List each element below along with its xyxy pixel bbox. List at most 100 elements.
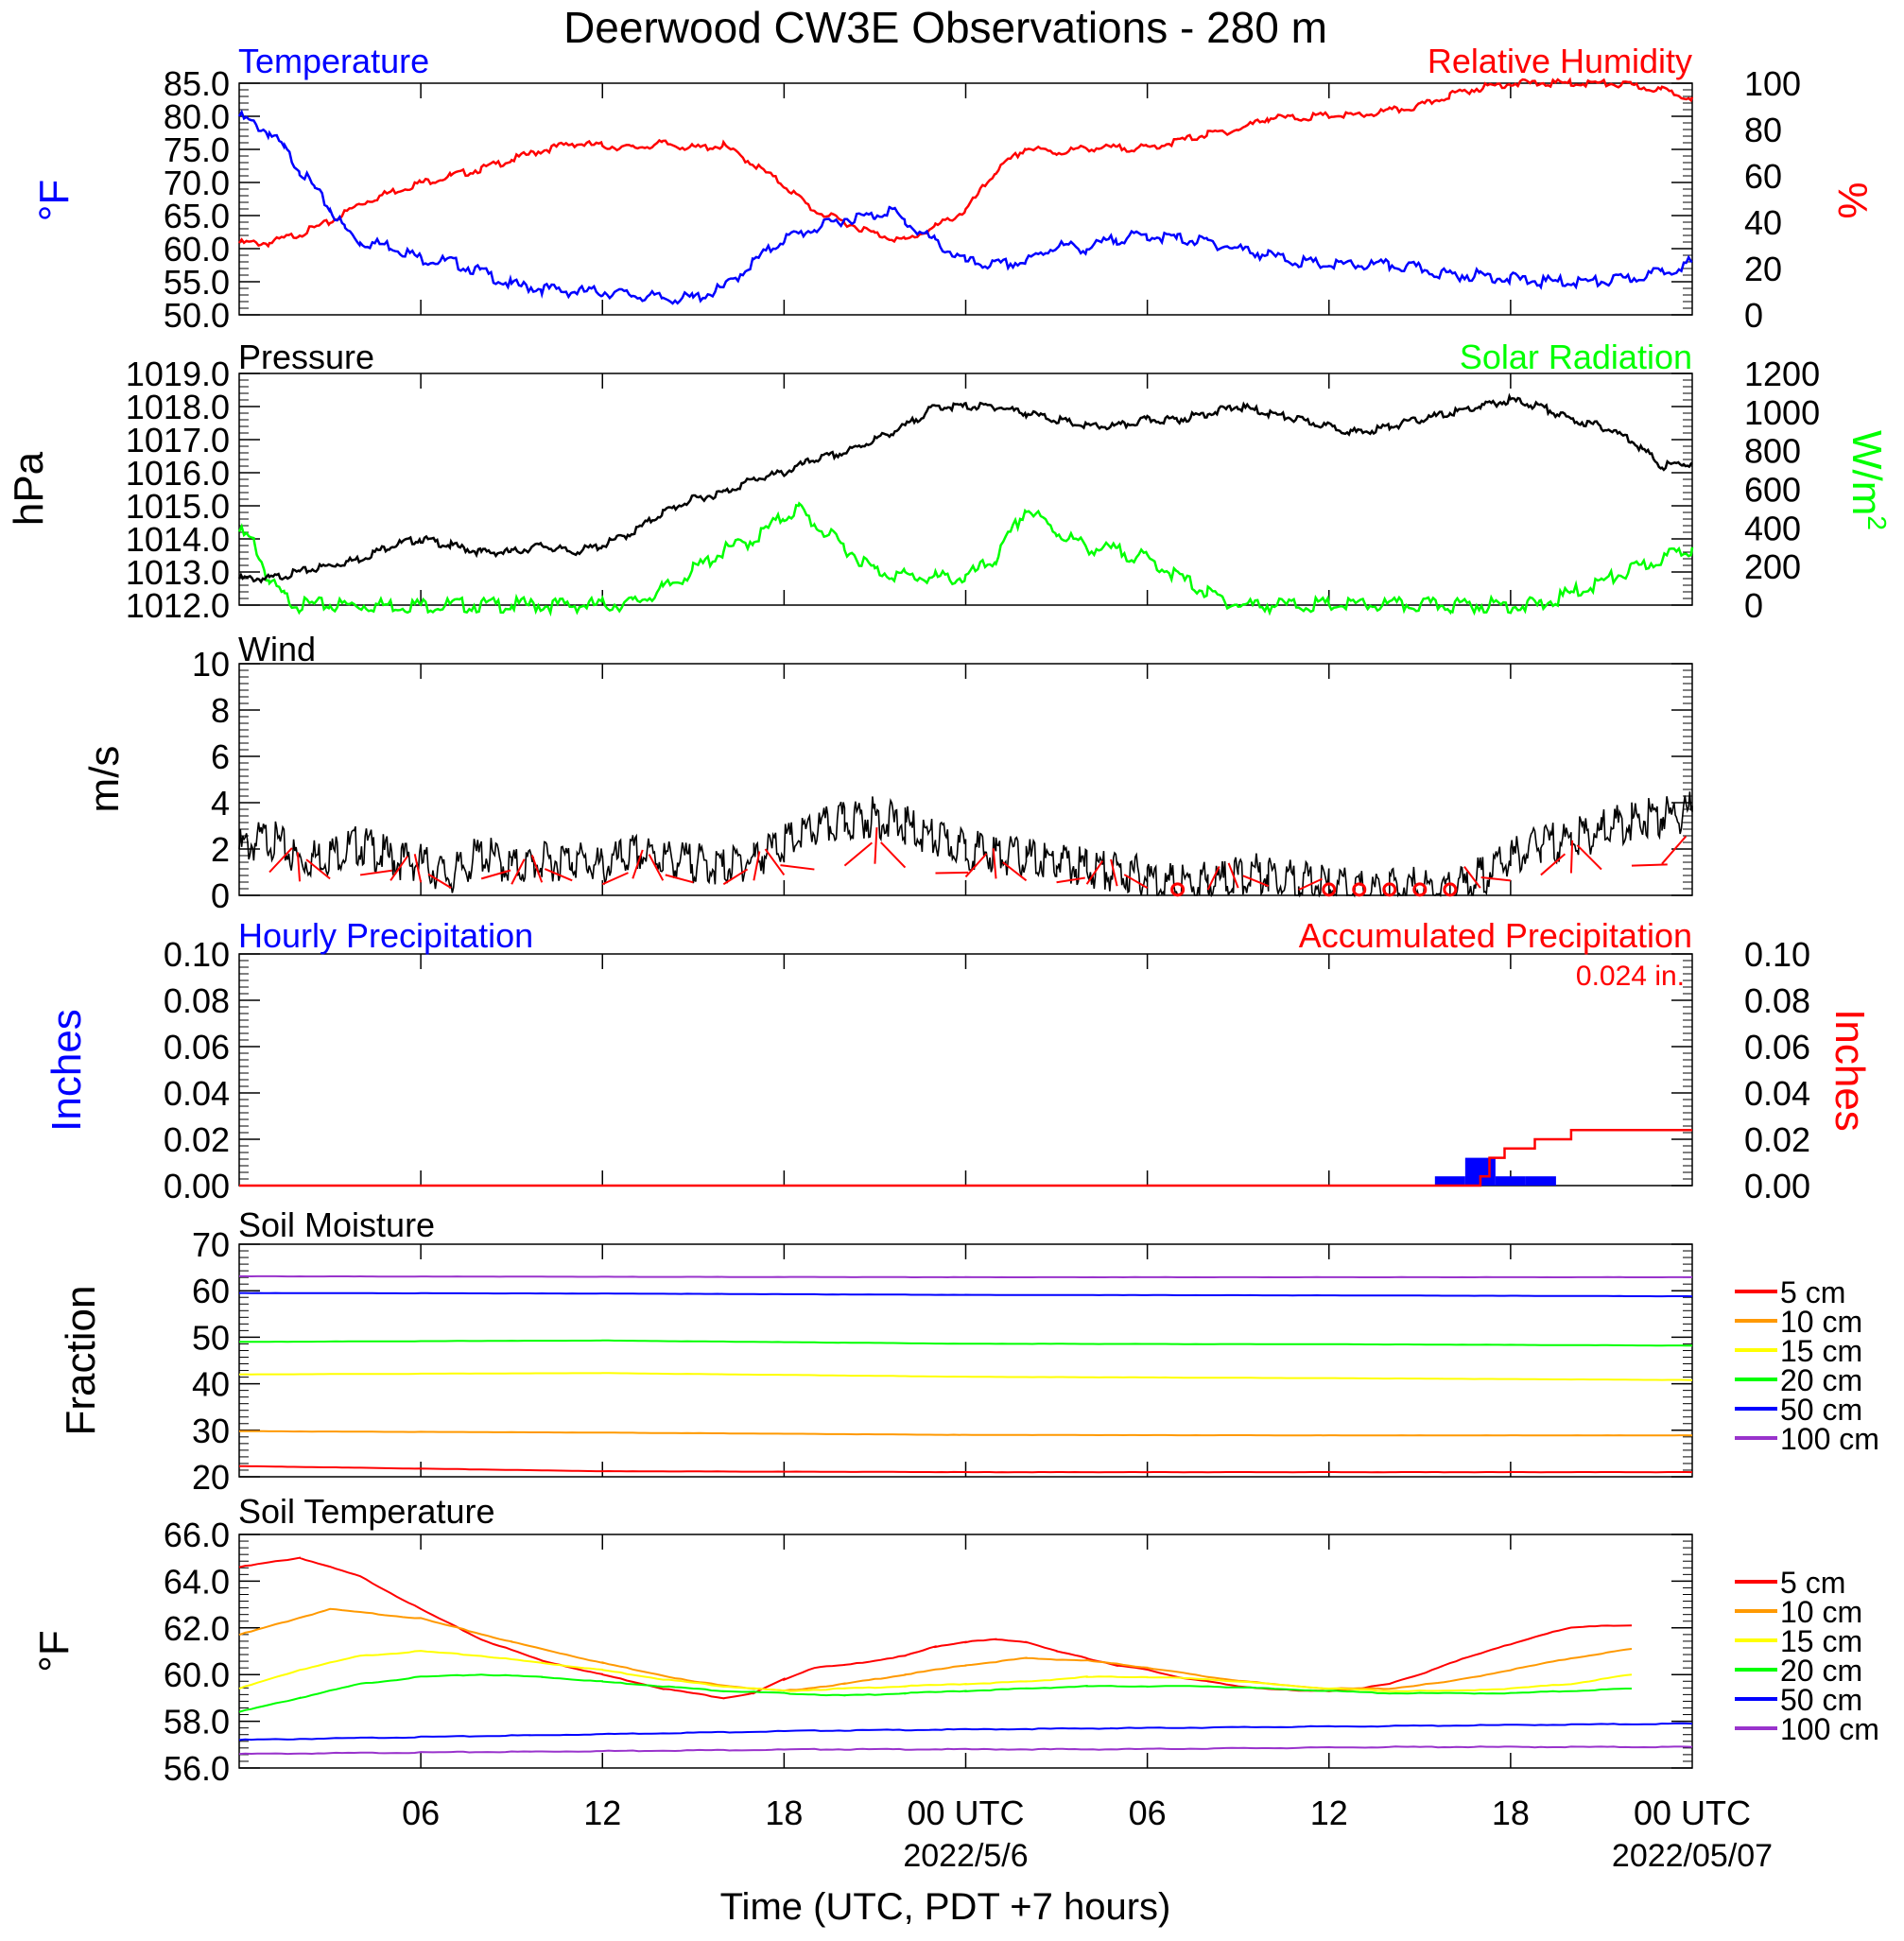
wind-direction-mark [1576, 844, 1602, 871]
wind-direction-mark [992, 848, 997, 879]
wind-direction-mark [427, 873, 452, 890]
y-tick-label: 1016.0 [126, 454, 230, 493]
y-tick-label: 1012.0 [126, 586, 230, 625]
y2-tick-label: 60 [1744, 157, 1782, 196]
solar-line [237, 501, 1694, 617]
y2-tick-label: 200 [1744, 547, 1801, 586]
soil-line-10cm [238, 1430, 1693, 1437]
x-tick-label: 18 [765, 1794, 803, 1832]
y-tick-label: 1019.0 [126, 355, 230, 393]
calm-circle [1412, 882, 1428, 897]
panel-1: 85.080.075.070.065.060.055.050.0 100 80 60 4… [31, 42, 1876, 335]
pressure-line [237, 392, 1693, 584]
y-tick-label: 20 [192, 1458, 230, 1497]
y2-tick-label: 0.08 [1744, 981, 1810, 1020]
y-tick-label: 58.0 [164, 1703, 230, 1742]
y-tick-label: 1013.0 [126, 553, 230, 592]
precip-bar [1525, 1176, 1556, 1186]
y2-tick-label: 600 [1744, 471, 1801, 510]
wind-direction-mark [296, 852, 302, 882]
x-tick-label: 12 [583, 1794, 621, 1832]
panel-2: 1019.01018.01017.01016.01015.01014.01013… [6, 338, 1892, 625]
x-axis-label: Time (UTC, PDT +7 hours) [720, 1886, 1171, 1928]
wind-direction-mark [1085, 859, 1104, 885]
calm-circle [1170, 882, 1186, 897]
x-tick-label: 00 UTC [907, 1794, 1024, 1832]
accum-precip-axis-title: Inches [1826, 1009, 1873, 1132]
legend-label: 10 cm [1780, 1595, 1862, 1629]
panel-4: 0.10 0.08 0.06 0.04 0.02 0.00 0.10 0.08 0.06 0.04… [43, 916, 1873, 1205]
legend-label: 50 cm [1780, 1393, 1862, 1427]
accum-precip-total: 0.024 in. [1576, 961, 1685, 992]
y-tick-label: 1015.0 [126, 487, 230, 526]
y2-tick-label: 40 [1744, 203, 1782, 242]
y-tick-label: 60.0 [164, 230, 230, 269]
y-tick-label: 50 [192, 1318, 230, 1357]
y-tick-label: 80.0 [164, 97, 230, 136]
wind-direction-mark [874, 827, 878, 864]
y-tick-label: 64.0 [164, 1562, 230, 1601]
y2-tick-label: 0.02 [1744, 1120, 1810, 1159]
soil-axis-title: °F [31, 1630, 78, 1672]
plot-frame [238, 953, 1693, 1187]
wind-direction-mark [648, 854, 665, 881]
x-tick-label: 06 [1129, 1794, 1167, 1832]
soil-line-15cm [238, 1650, 1633, 1692]
calm-circle [1352, 882, 1367, 897]
plot-frame [238, 82, 1693, 316]
wind-direction-mark [722, 868, 749, 886]
wind-direction-mark [1206, 866, 1220, 891]
calm-circle [1322, 882, 1337, 897]
wind-direction-mark [480, 869, 511, 880]
y-tick-label: 6 [211, 737, 230, 776]
wind-direction-mark [880, 841, 907, 869]
wind-direction-mark [935, 871, 969, 875]
wind-direction-mark [1242, 875, 1270, 888]
soil-line-20cm [238, 1339, 1693, 1347]
wind-direction-mark [1056, 876, 1085, 884]
y-tick-label: 30 [192, 1412, 230, 1450]
panels: 85.080.075.070.065.060.055.050.010080604… [6, 42, 1892, 1788]
soil-line-10cm [238, 1607, 1633, 1692]
y-tick-label: 0.02 [164, 1120, 230, 1159]
wind-direction-mark [665, 874, 694, 884]
plot-frame [238, 1534, 1693, 1769]
soil-line-100cm [239, 1274, 1692, 1279]
y2-tick-label: 0.00 [1744, 1167, 1810, 1205]
y-tick-label: 1018.0 [126, 388, 230, 426]
y2-tick-label: 20 [1744, 250, 1782, 288]
panel-6: 66.0 64.0 62.0 60.0 58.0 56.0 Soil Temperature… [31, 1492, 1879, 1788]
wind-direction-mark [1661, 835, 1688, 865]
soil-line-5cm [239, 1464, 1693, 1474]
precip-bar [1495, 1176, 1526, 1186]
legend-label: 5 cm [1780, 1566, 1845, 1600]
x-tick-label: 06 [402, 1794, 440, 1832]
wind-direction-mark [1227, 862, 1239, 889]
y2-tick-label: 0 [1744, 586, 1763, 625]
y2-tick-label: 0.04 [1744, 1074, 1810, 1113]
wind-direction-mark [1569, 840, 1574, 874]
calm-circle [1382, 882, 1397, 897]
y-tick-label: 2 [211, 830, 230, 869]
humidity-line [237, 77, 1694, 249]
panel-5: 70 60 50 40 30 20 Soil Moisture Fraction 5 cm10 … [58, 1205, 1879, 1497]
legend-label: 100 cm [1780, 1712, 1879, 1746]
y-tick-label: 1017.0 [126, 421, 230, 459]
y-tick-label: 62.0 [164, 1609, 230, 1648]
humidity-axis-title: % [1829, 182, 1876, 218]
soil-line-5cm [238, 1556, 1633, 1700]
wind-direction-mark [964, 853, 988, 878]
y-tick-label: 0 [211, 876, 230, 915]
y-tick-label: 4 [211, 784, 230, 823]
soil-line-15cm [238, 1372, 1693, 1381]
wind-direction-mark [764, 848, 786, 876]
chart-title: Deerwood CW3E Observations - 280 m [563, 3, 1327, 52]
y-tick-label: 65.0 [164, 197, 230, 235]
wind-axis-title: m/s [81, 746, 128, 813]
wind-direction-mark [530, 855, 544, 883]
wind-direction-mark [1480, 876, 1511, 882]
temperature-axis-title: °F [31, 180, 78, 221]
y-tick-label: 0.08 [164, 981, 230, 1020]
y-tick-label: 1014.0 [126, 520, 230, 559]
soil-line-50cm [238, 1291, 1693, 1298]
